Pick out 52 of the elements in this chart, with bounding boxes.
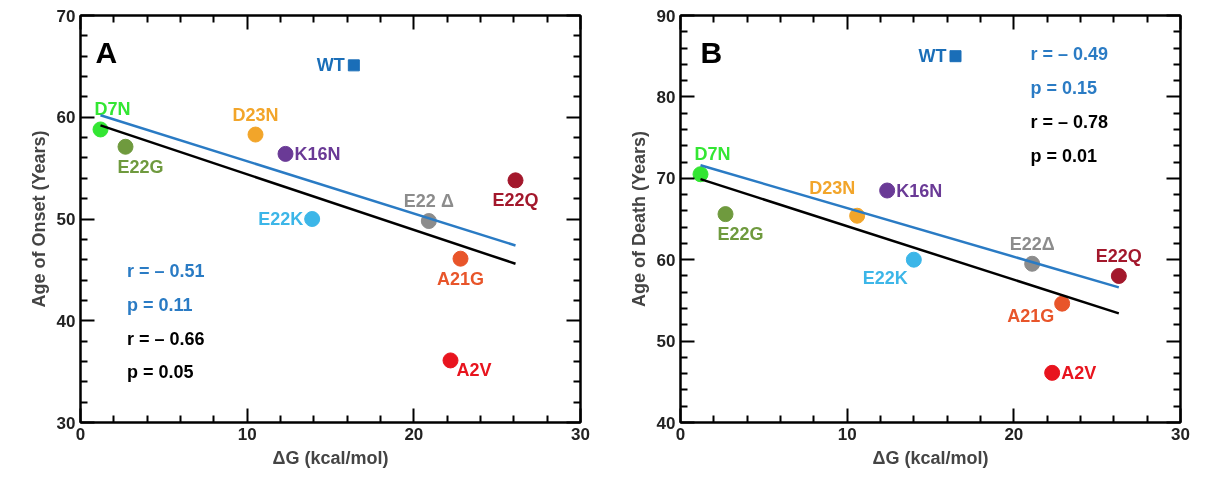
x-tick-label: 10 — [237, 424, 257, 444]
y-tick-label: 40 — [656, 413, 676, 433]
series-label: A2V — [1061, 362, 1097, 383]
y-tick-label: 50 — [56, 210, 76, 229]
annotation: r = – 0.51 — [127, 261, 205, 282]
series-label: D7N — [694, 144, 731, 165]
annotation: p = 0.05 — [127, 362, 194, 383]
series-label: A21G — [1007, 305, 1055, 326]
x-axis-title: ΔG (kcal/mol) — [872, 447, 989, 468]
series-label: D23N — [232, 104, 279, 125]
annotation: r = – 0.78 — [1030, 111, 1109, 132]
y-tick-label: 60 — [656, 250, 676, 270]
y-tick-label: 60 — [56, 108, 76, 128]
annotation: p = 0.01 — [1030, 145, 1098, 166]
x-tick-label: 20 — [404, 424, 424, 444]
annotation: B — [700, 35, 723, 69]
y-tick-label: 80 — [656, 87, 676, 107]
x-tick-label: 30 — [571, 424, 590, 444]
y-tick-label: 40 — [56, 311, 76, 331]
x-tick-label: 0 — [75, 424, 86, 444]
series-label: WT — [316, 55, 345, 76]
y-tick-label: 90 — [656, 6, 676, 26]
x-tick-label: 20 — [1004, 424, 1024, 444]
series-label: E22Δ — [1009, 233, 1055, 254]
annotation: r = – 0.66 — [127, 328, 205, 349]
x-tick-label: 0 — [675, 424, 686, 444]
x-axis-title: ΔG (kcal/mol) — [272, 447, 389, 468]
y-tick-label: 70 — [656, 169, 676, 189]
series-label: E22 Δ — [403, 191, 454, 212]
y-tick-label: 50 — [656, 332, 676, 352]
series-label: D23N — [809, 177, 856, 198]
series-label: A2V — [456, 360, 492, 381]
series-label: D7N — [94, 99, 131, 120]
annotation: r = – 0.49 — [1030, 44, 1109, 65]
y-tick-label: 70 — [56, 6, 76, 26]
series-label: E22K — [258, 209, 304, 229]
y-axis-title: Age of Onset (Years) — [28, 130, 49, 308]
series-label: E22K — [862, 267, 908, 288]
series-label: K16N — [896, 180, 943, 201]
series-label: E22Q — [492, 190, 539, 211]
series-label: E22G — [717, 224, 764, 245]
series-label: E22Q — [1095, 245, 1142, 266]
series-label: A21G — [436, 268, 485, 289]
annotation: p = 0.15 — [1030, 77, 1098, 98]
annotation: A — [95, 35, 118, 69]
series-label: WT — [918, 46, 947, 67]
series-label: E22G — [117, 156, 164, 177]
x-tick-label: 10 — [837, 424, 857, 444]
y-axis-title: Age of Death (Years) — [628, 130, 649, 308]
annotation: p = 0.11 — [127, 294, 193, 315]
series-label: K16N — [294, 143, 341, 164]
x-tick-label: 30 — [1171, 424, 1190, 444]
